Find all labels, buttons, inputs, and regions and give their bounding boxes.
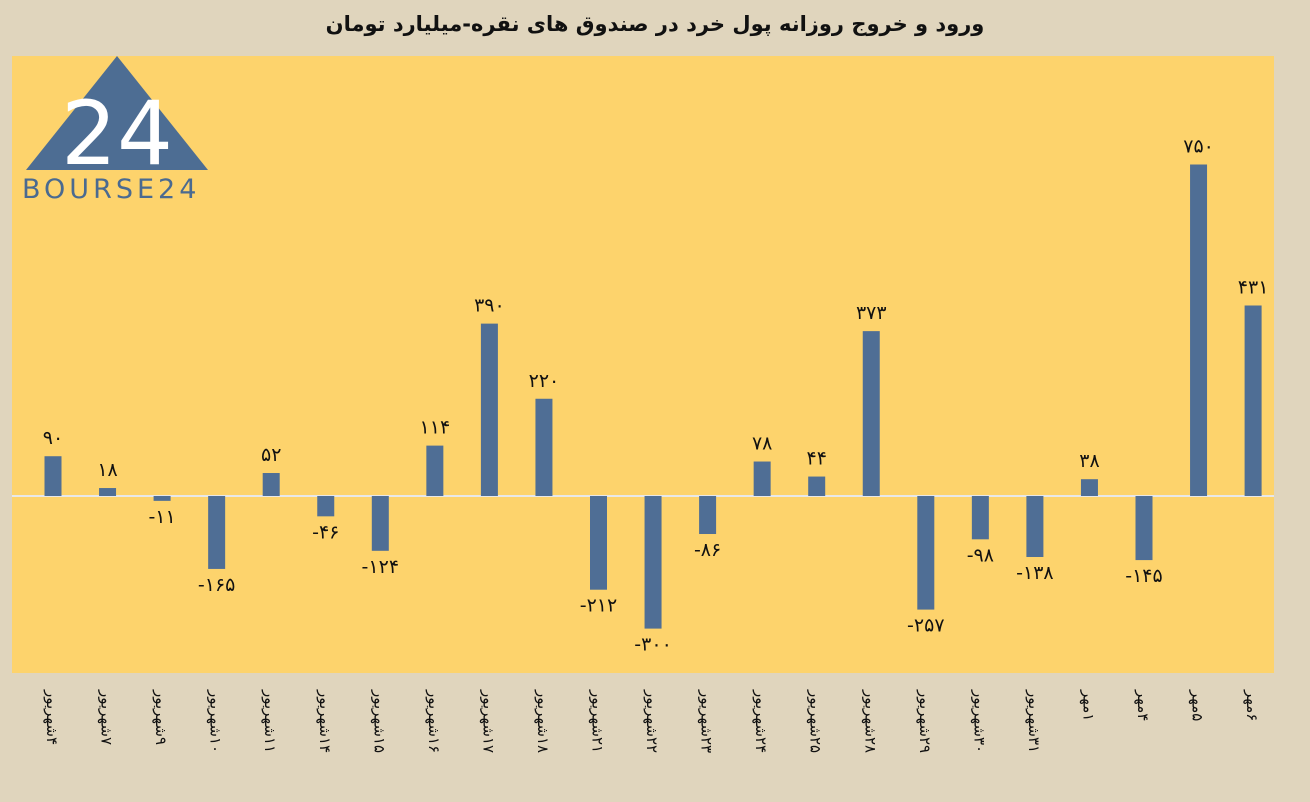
data-label-5: ۵۲ [261, 444, 281, 466]
data-label-2: ۱۸ [97, 459, 117, 481]
data-label-19: -۱۳۸ [1016, 562, 1053, 584]
category-label-3: ۹شهریور [152, 689, 170, 745]
category-label-11: ۲۱شهریور [589, 689, 607, 753]
bar-10 [535, 398, 553, 496]
category-label-4: ۱۰شهریور [207, 689, 225, 753]
bar-9 [480, 323, 498, 496]
category-label-16: ۲۸شهریور [861, 689, 879, 753]
category-label-19: ۳۱شهریور [1025, 689, 1043, 753]
category-label-9: ۱۷شهریور [479, 689, 497, 753]
category-label-22: ۵مهر [1189, 689, 1207, 721]
data-label-10: ۲۲۰ [529, 370, 560, 392]
bar-11 [590, 496, 607, 590]
bar-8 [426, 445, 444, 496]
bar-12 [644, 496, 662, 629]
bar-21 [1135, 496, 1153, 561]
data-label-20: ۳۸ [1079, 450, 1099, 472]
bar-19 [1026, 496, 1044, 557]
category-label-12: ۲۲شهریور [643, 689, 661, 753]
data-label-21: -۱۴۵ [1125, 565, 1162, 587]
bar-16 [862, 331, 880, 496]
bar-20 [1080, 479, 1098, 496]
category-label-17: ۲۹شهریور [916, 689, 934, 753]
data-label-14: ۷۸ [752, 433, 772, 455]
bar-1 [44, 456, 62, 496]
data-label-6: -۴۶ [312, 521, 339, 543]
bar-5 [262, 473, 280, 496]
data-label-18: -۹۸ [967, 544, 994, 566]
data-label-17: -۲۵۷ [907, 615, 944, 637]
data-label-12: -۳۰۰ [634, 634, 671, 656]
bar-15 [808, 476, 826, 496]
data-label-22: ۷۵۰ [1183, 136, 1214, 158]
bar-13 [699, 496, 717, 535]
category-label-21: ۴مهر [1134, 689, 1152, 721]
category-label-1: ۴شهریور [43, 689, 61, 745]
bar-22 [1190, 164, 1208, 496]
category-label-10: ۱۸شهریور [534, 689, 552, 753]
data-label-11: -۲۱۲ [580, 595, 617, 617]
bar-17 [917, 496, 935, 610]
category-label-8: ۱۶شهریور [425, 689, 443, 753]
bar-3 [153, 496, 171, 501]
data-label-4: -۱۶۵ [198, 574, 235, 596]
category-label-20: ۱مهر [1079, 689, 1097, 721]
chart-title: ورود و خروج روزانه پول خرد در صندوق های … [325, 12, 985, 36]
category-label-5: ۱۱شهریور [261, 689, 279, 753]
data-label-16: ۳۷۳ [856, 302, 887, 324]
data-label-1: ۹۰ [43, 427, 63, 449]
category-label-23: ۶مهر [1243, 689, 1261, 721]
category-label-13: ۲۳شهریور [698, 689, 716, 753]
bar-14 [753, 461, 771, 496]
bar-2 [99, 488, 117, 496]
category-label-7: ۱۵شهریور [370, 689, 388, 753]
logo-mark: 24 [26, 56, 208, 172]
bar-7 [371, 496, 389, 551]
category-label-6: ۱۴شهریور [316, 689, 334, 753]
category-label-2: ۷شهریور [98, 689, 116, 745]
data-label-13: -۸۶ [694, 539, 721, 561]
logo-text: BOURSE24 [22, 174, 201, 205]
data-label-15: ۴۴ [806, 448, 826, 470]
bar-4 [208, 496, 226, 569]
bar-23 [1244, 305, 1262, 496]
bar-6 [317, 496, 335, 517]
category-label-15: ۲۵شهریور [807, 689, 825, 753]
data-label-9: ۳۹۰ [474, 295, 505, 317]
plot-area [12, 56, 1274, 673]
category-label-18: ۳۰شهریور [970, 689, 988, 753]
category-label-14: ۲۴شهریور [752, 689, 770, 753]
data-label-7: -۱۲۴ [362, 556, 399, 578]
data-label-3: -۱۱ [148, 506, 175, 528]
logo-mark-text: 24 [61, 82, 173, 172]
data-label-23: ۴۳۱ [1238, 276, 1269, 298]
bar-18 [971, 496, 989, 540]
data-label-8: ۱۱۴ [420, 417, 451, 439]
